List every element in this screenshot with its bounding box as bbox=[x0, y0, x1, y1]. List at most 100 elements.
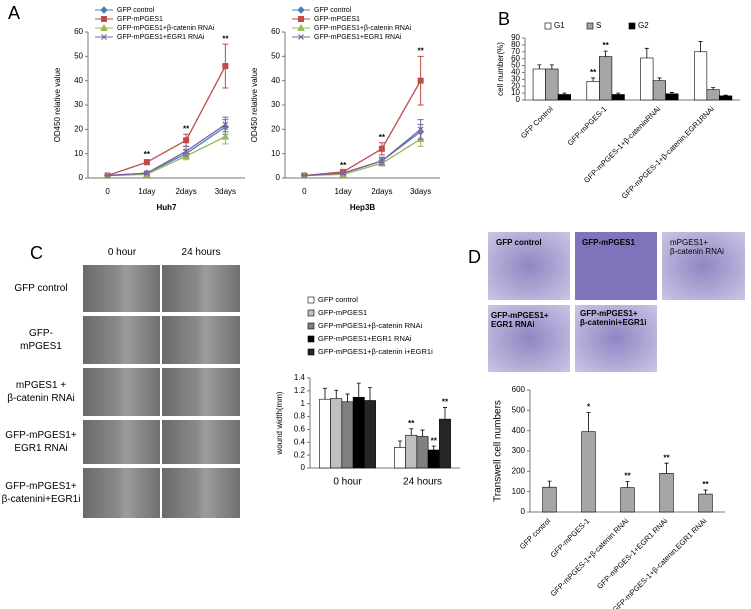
micrograph bbox=[162, 265, 240, 312]
bar bbox=[394, 447, 406, 469]
marker bbox=[143, 159, 150, 166]
bar bbox=[427, 449, 440, 469]
x-tick-label: 24 hours bbox=[403, 477, 442, 488]
legend-label: GFP control bbox=[318, 295, 358, 304]
y-tick-label: 60 bbox=[271, 27, 280, 36]
y-tick-label: 20 bbox=[271, 124, 280, 133]
y-tick-label: 60 bbox=[74, 27, 83, 36]
y-tick-label: 0.2 bbox=[294, 450, 306, 459]
bar bbox=[640, 57, 654, 101]
y-axis-title: cell number(%) bbox=[496, 42, 505, 96]
legend-swatch bbox=[307, 309, 315, 317]
annotation: ** bbox=[144, 150, 151, 159]
legend-label: GFP-mPGES1+EGR1 RNAi bbox=[318, 334, 412, 343]
micrograph bbox=[162, 468, 240, 518]
legend-label: G1 bbox=[554, 21, 565, 30]
image-label: mPGES1+ β-catenin RNAi bbox=[670, 238, 724, 256]
line bbox=[107, 65, 226, 177]
bar bbox=[694, 51, 708, 101]
error-bar bbox=[644, 47, 649, 58]
bar bbox=[581, 431, 596, 513]
column-label: 24 hours bbox=[181, 247, 221, 258]
y-axis-title: wound width(mm) bbox=[275, 391, 284, 455]
x-tick-label: 2days bbox=[175, 187, 196, 196]
x-axis-title: Huh7 bbox=[157, 203, 178, 212]
y-tick-label: 40 bbox=[271, 76, 280, 85]
legend-swatch bbox=[628, 22, 636, 30]
y-tick-label: 0 bbox=[516, 95, 521, 104]
y-axis-title: OD450 relative value bbox=[53, 67, 62, 142]
marker bbox=[340, 170, 347, 177]
x-tick-label: 3days bbox=[410, 187, 431, 196]
y-tick-label: 0.6 bbox=[294, 425, 306, 434]
y-tick-label: 600 bbox=[512, 385, 526, 394]
error-bar bbox=[431, 445, 436, 450]
error-bar bbox=[443, 407, 447, 420]
image-label: GFP control bbox=[496, 238, 542, 247]
marker bbox=[298, 34, 304, 40]
legend-swatch bbox=[307, 348, 315, 356]
legend-label: GFP-mPGES1+β-catenin RNAi bbox=[318, 321, 422, 330]
error-bar bbox=[409, 428, 414, 436]
line bbox=[107, 123, 226, 177]
micrograph bbox=[488, 232, 570, 300]
error-bar bbox=[711, 87, 716, 90]
error-bar bbox=[703, 489, 708, 495]
line bbox=[304, 80, 422, 177]
legend-swatch bbox=[307, 335, 315, 343]
line bbox=[304, 128, 422, 177]
annotation: * bbox=[587, 402, 591, 411]
y-tick-label: 400 bbox=[512, 426, 526, 435]
error-bar bbox=[698, 41, 703, 52]
marker bbox=[100, 6, 108, 14]
marker bbox=[378, 158, 385, 164]
annotation: ** bbox=[379, 133, 386, 142]
annotation: ** bbox=[442, 398, 449, 407]
y-axis-title: Transwell cell numbers bbox=[493, 400, 504, 502]
error-bar bbox=[537, 64, 542, 69]
x-tick-label: 0 bbox=[105, 187, 110, 196]
bar bbox=[330, 398, 343, 469]
transwell-images bbox=[488, 232, 745, 372]
error-bar bbox=[549, 64, 554, 69]
y-tick-label: 30 bbox=[511, 74, 520, 83]
bar bbox=[586, 81, 600, 101]
error-bar bbox=[547, 480, 552, 488]
y-tick-label: 300 bbox=[512, 446, 526, 455]
y-tick-label: 10 bbox=[74, 149, 83, 158]
marker bbox=[183, 137, 190, 144]
y-tick-label: 50 bbox=[511, 61, 520, 70]
marker bbox=[417, 126, 424, 133]
error-bar bbox=[616, 92, 621, 95]
image-label: GFP-mPGES1+ EGR1 RNAi bbox=[491, 311, 549, 329]
bar bbox=[698, 493, 713, 513]
x-tick-label: GFP control bbox=[518, 516, 553, 551]
bar bbox=[319, 398, 331, 469]
column-label: 0 hour bbox=[107, 247, 137, 258]
bar bbox=[341, 401, 354, 469]
y-tick-label: 90 bbox=[511, 33, 520, 42]
annotation: ** bbox=[663, 453, 670, 462]
row-label: GFP control bbox=[14, 283, 68, 294]
x-tick-label: 2days bbox=[371, 187, 392, 196]
annotation: ** bbox=[183, 124, 190, 133]
error-bar bbox=[334, 389, 339, 399]
bar bbox=[416, 436, 429, 469]
micrograph bbox=[83, 368, 160, 416]
bar bbox=[545, 68, 559, 101]
y-tick-label: 30 bbox=[74, 100, 83, 109]
legend-label: GFP-mPGES1+EGR1 RNAi bbox=[314, 34, 402, 41]
y-tick-label: 0.4 bbox=[294, 437, 306, 446]
error-bar bbox=[625, 481, 630, 488]
legend-swatch bbox=[307, 296, 315, 304]
bar bbox=[352, 396, 365, 469]
marker bbox=[104, 172, 111, 179]
panel-label: B bbox=[498, 9, 510, 29]
panel-label: C bbox=[30, 243, 43, 263]
error-bar bbox=[723, 94, 728, 96]
bar bbox=[405, 434, 418, 469]
annotation: ** bbox=[431, 436, 438, 445]
marker bbox=[298, 16, 304, 22]
error-bar bbox=[562, 92, 567, 95]
legend-label: GFP-mPGES1 bbox=[318, 308, 367, 317]
